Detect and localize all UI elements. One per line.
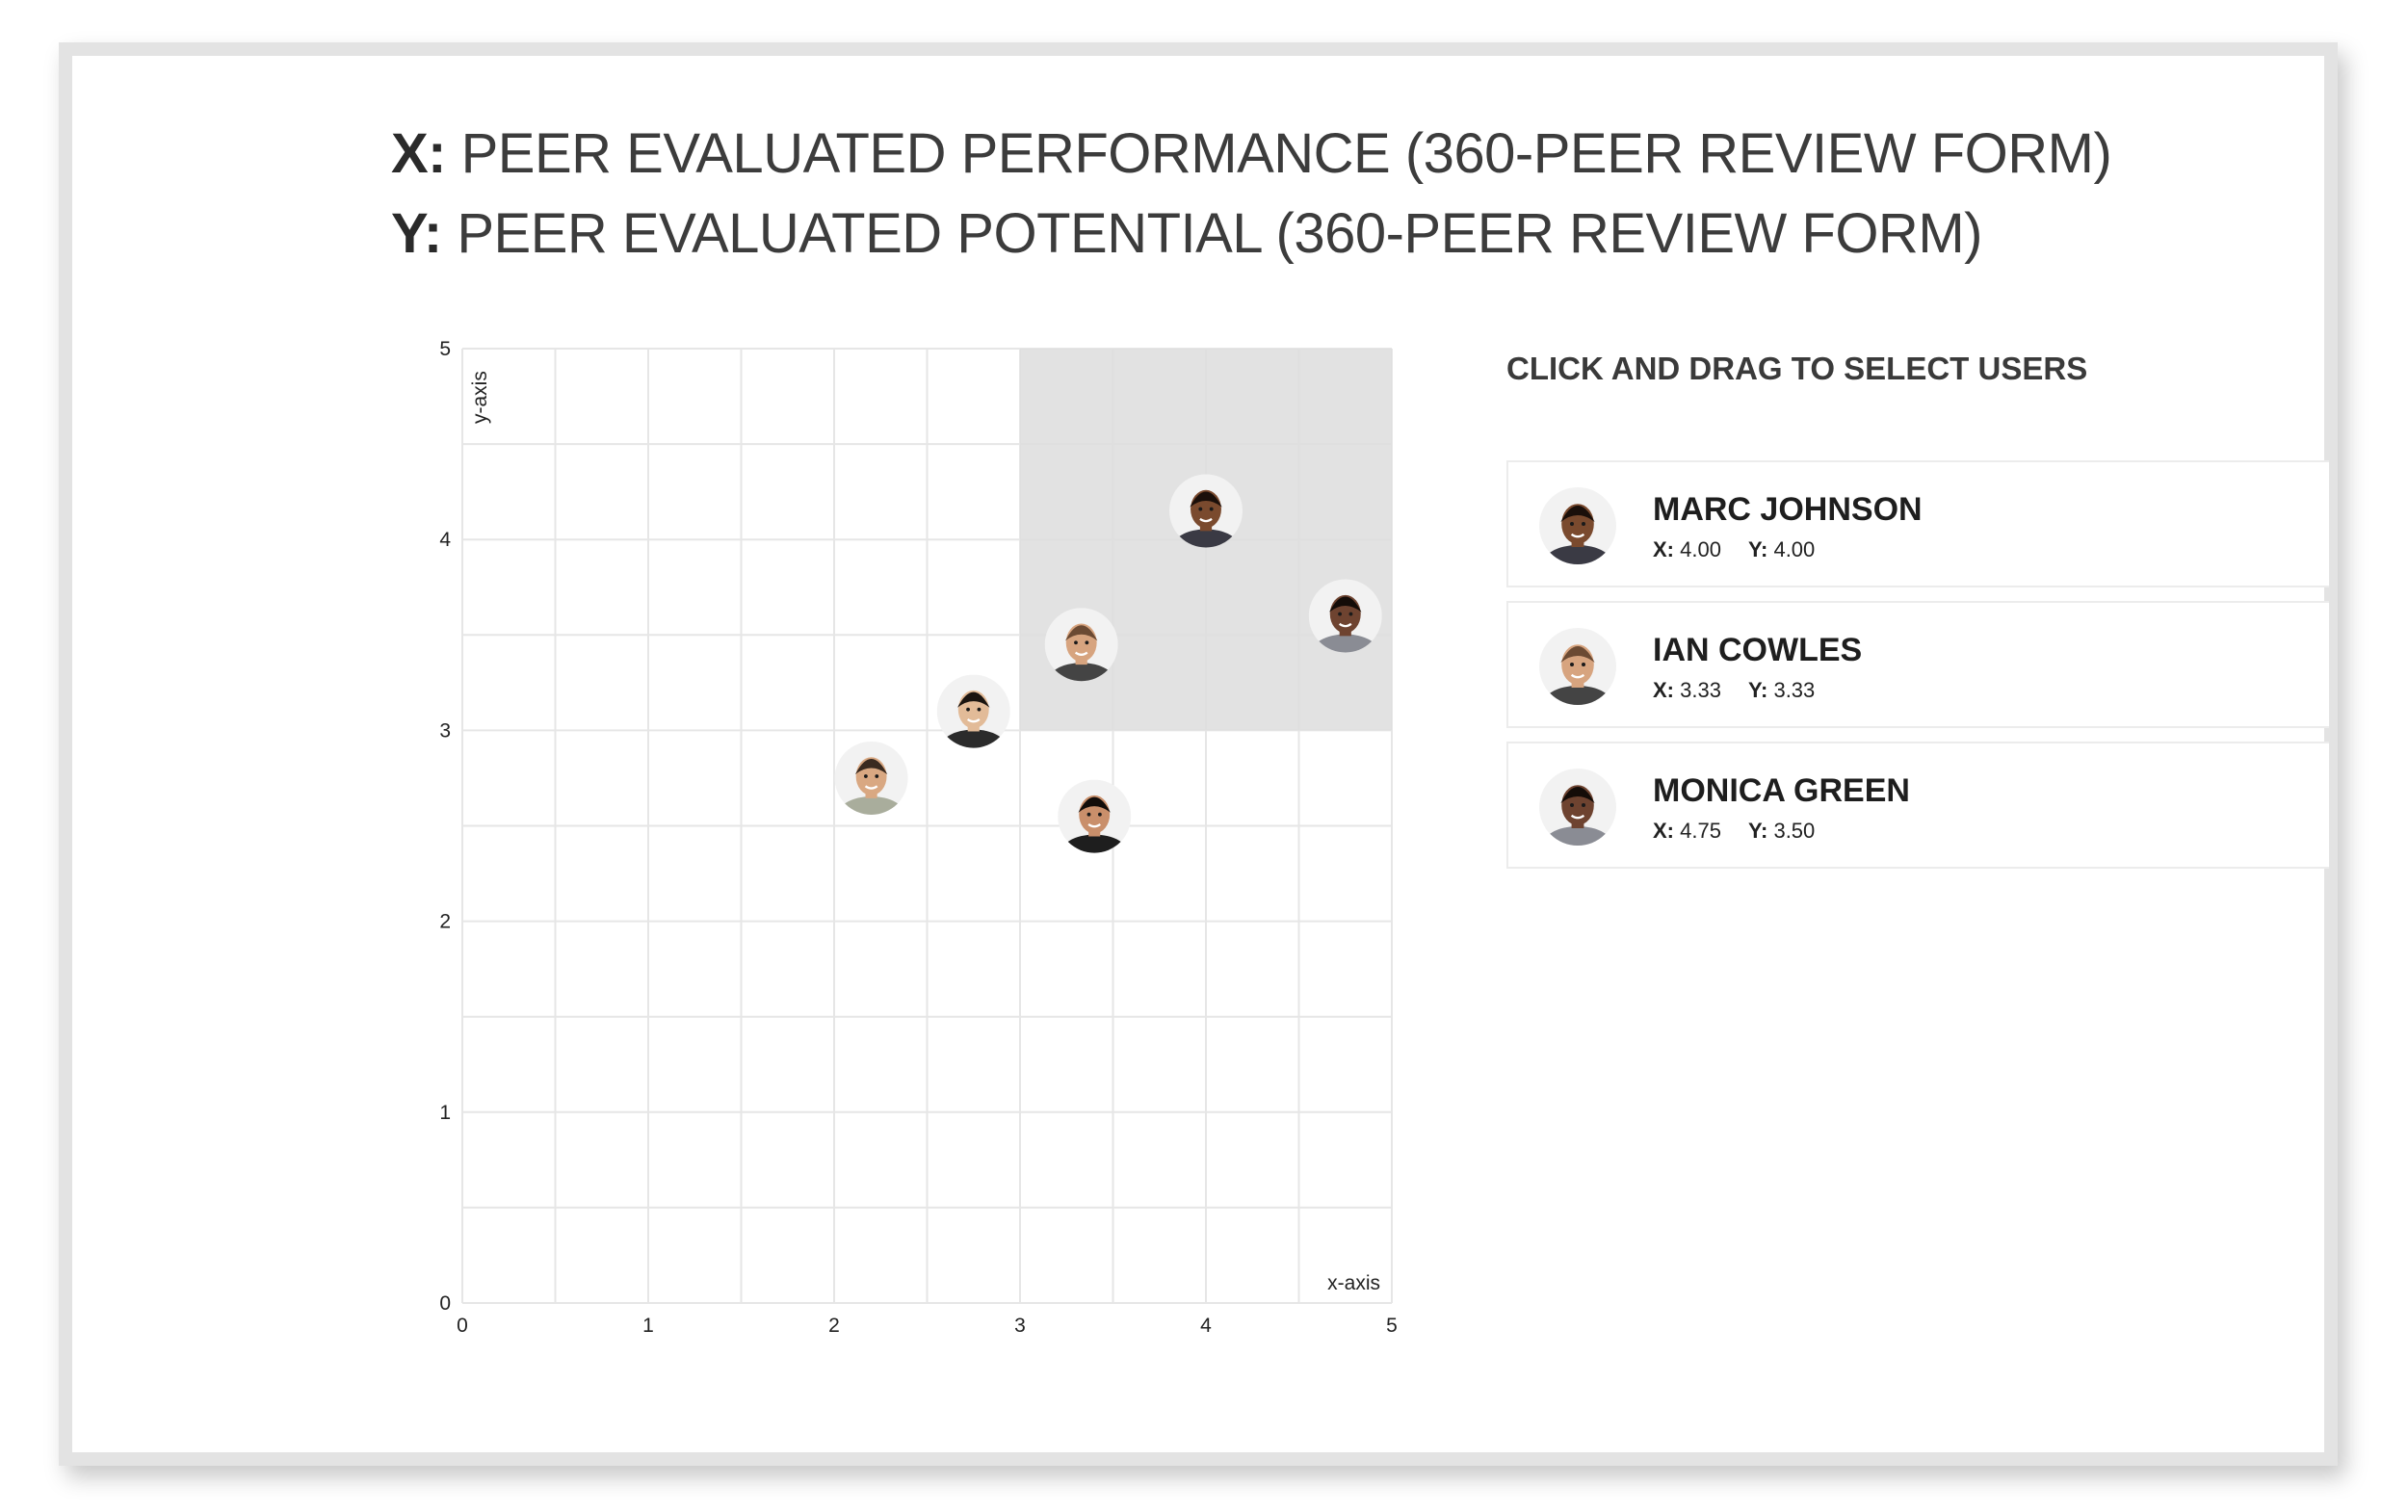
user-name: MARC JOHNSON (1653, 491, 1923, 528)
user-point[interactable] (1308, 579, 1382, 674)
x-title-text: PEER EVALUATED PERFORMANCE (360-PEER REV… (460, 122, 2112, 185)
y-value-label: Y: (1747, 819, 1768, 843)
x-value: 4.75 (1680, 819, 1721, 843)
x-value-label: X: (1653, 537, 1674, 561)
x-tick-label: 0 (457, 1315, 468, 1337)
y-tick-label: 4 (439, 529, 451, 551)
y-value: 3.33 (1773, 678, 1816, 702)
x-tick-label: 2 (828, 1315, 840, 1337)
user-coords: X: 4.00 Y: 4.00 (1653, 537, 1815, 562)
y-tick-label: 0 (439, 1292, 451, 1315)
user-coords: X: 3.33 Y: 3.33 (1653, 678, 1815, 703)
avatar (1539, 487, 1616, 564)
y-title-text: PEER EVALUATED POTENTIAL (360-PEER REVIE… (457, 202, 1982, 265)
select-users-heading: CLICK AND DRAG TO SELECT USERS (1506, 351, 2088, 386)
x-value: 4.00 (1680, 537, 1721, 561)
selected-users-list: MARC JOHNSON X: 4.00 Y: 4.00 IAN COWLES X… (1506, 460, 2329, 882)
x-title-prefix: X: (391, 122, 447, 185)
user-card-monica-green[interactable]: MONICA GREEN X: 4.75 Y: 3.50 (1506, 742, 2329, 869)
y-value-label: Y: (1747, 537, 1768, 561)
user-coords: X: 4.75 Y: 3.50 (1653, 819, 1815, 844)
y-value: 4.00 (1773, 537, 1816, 561)
x-tick-label: 5 (1386, 1315, 1398, 1337)
user-card-marc-johnson[interactable]: MARC JOHNSON X: 4.00 Y: 4.00 (1506, 460, 2329, 587)
y-tick-label: 3 (439, 719, 451, 742)
axis-titles: X: PEER EVALUATED PERFORMANCE (360-PEER … (391, 114, 2112, 274)
x-value-label: X: (1653, 819, 1674, 843)
y-axis-label: y-axis (469, 371, 491, 424)
x-axis-title: X: PEER EVALUATED PERFORMANCE (360-PEER … (391, 114, 2112, 194)
x-value-label: X: (1653, 678, 1674, 702)
y-tick-label: 2 (439, 911, 451, 933)
user-point[interactable] (1169, 474, 1243, 569)
user-name: MONICA GREEN (1653, 772, 1910, 809)
y-value-label: Y: (1747, 678, 1768, 702)
y-tick-label: 5 (439, 338, 451, 360)
user-point[interactable] (1044, 608, 1118, 703)
user-card-ian-cowles[interactable]: IAN COWLES X: 3.33 Y: 3.33 (1506, 601, 2329, 728)
avatar (1539, 769, 1616, 846)
user-point[interactable] (1058, 779, 1132, 875)
x-tick-label: 1 (642, 1315, 654, 1337)
x-tick-label: 4 (1200, 1315, 1212, 1337)
x-tick-label: 3 (1014, 1315, 1026, 1337)
x-value: 3.33 (1680, 678, 1721, 702)
y-value: 3.50 (1773, 819, 1816, 843)
user-point[interactable] (834, 741, 908, 837)
y-tick-label: 1 (439, 1102, 451, 1124)
y-axis-title: Y: PEER EVALUATED POTENTIAL (360-PEER RE… (391, 194, 2111, 274)
user-point[interactable] (936, 674, 1010, 770)
x-axis-label: x-axis (1327, 1272, 1380, 1294)
user-name: IAN COWLES (1653, 632, 1863, 668)
scatter-chart[interactable]: 0 1 2 3 4 5 0 1 2 3 4 5 x-axis y-axis (424, 327, 1426, 1368)
avatar (1539, 628, 1616, 705)
y-title-prefix: Y: (391, 202, 442, 265)
